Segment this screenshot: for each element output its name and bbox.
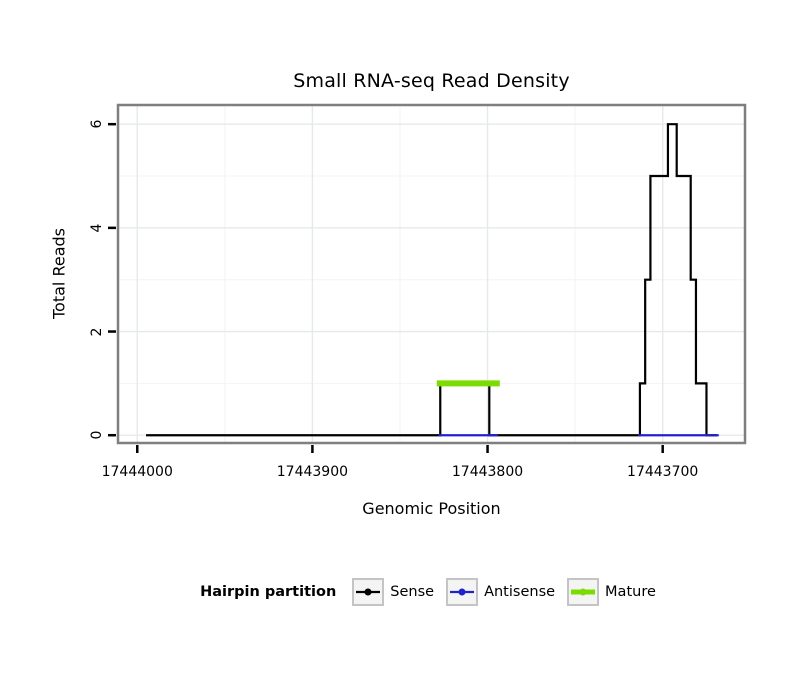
antisense-key-icon bbox=[446, 578, 479, 606]
legend: Hairpin partition Sense Antisense Mature bbox=[23, 578, 810, 606]
series-sense-line bbox=[146, 123, 717, 437]
y-tick-label: 0 bbox=[89, 430, 105, 440]
plot-panel-border bbox=[116, 103, 747, 445]
sense-key-icon bbox=[352, 578, 385, 606]
y-axis-title: Total Reads bbox=[49, 228, 69, 319]
x-tick-label: 17443900 bbox=[276, 464, 349, 480]
x-tick-label: 17443700 bbox=[627, 464, 699, 480]
legend-label-antisense: Antisense bbox=[484, 584, 556, 600]
y-tick-label: 2 bbox=[89, 327, 105, 336]
legend-label-sense: Sense bbox=[390, 584, 435, 600]
legend-item-antisense: Antisense bbox=[446, 578, 555, 606]
legend-label-mature: Mature bbox=[605, 584, 656, 600]
legend-title: Hairpin partition bbox=[200, 584, 337, 600]
chart-title: Small RNA-seq Read Density bbox=[293, 70, 570, 92]
legend-item-sense: Sense bbox=[352, 578, 434, 606]
legend-item-mature: Mature bbox=[567, 578, 656, 606]
y-tick-label: 6 bbox=[89, 119, 105, 129]
x-tick-label: 17444000 bbox=[101, 464, 173, 480]
x-axis-title: Genomic Position bbox=[362, 499, 501, 518]
x-tick-label: 17443800 bbox=[451, 464, 524, 480]
mature-key-icon bbox=[567, 578, 600, 606]
plot-canvas bbox=[108, 103, 747, 453]
y-tick-label: 4 bbox=[89, 223, 105, 233]
